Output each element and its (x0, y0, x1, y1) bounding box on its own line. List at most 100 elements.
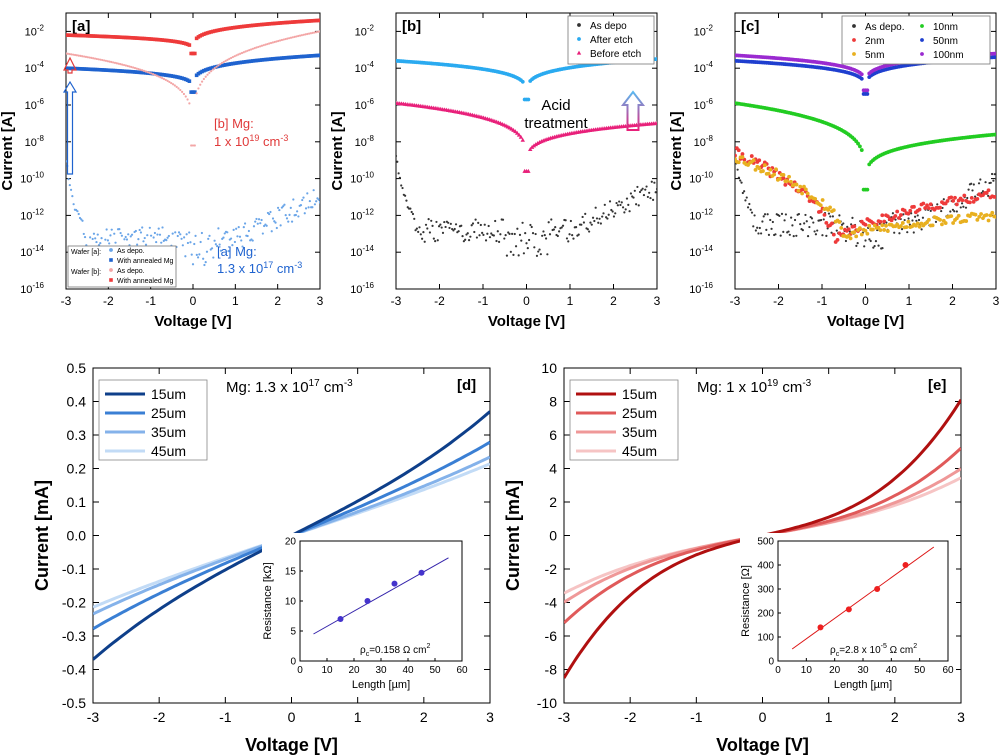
point (508, 232, 511, 235)
point (736, 148, 741, 153)
point (903, 218, 906, 222)
point (211, 65, 215, 70)
point (642, 193, 646, 197)
legend-label: 25um (622, 405, 657, 421)
y-tick-label: 10 (541, 360, 557, 376)
point (614, 212, 617, 215)
point (920, 228, 923, 231)
point (251, 59, 255, 63)
point (951, 208, 955, 211)
point (215, 65, 218, 68)
point (953, 210, 956, 213)
point (831, 208, 836, 213)
legend-box (567, 15, 655, 65)
point (741, 191, 744, 195)
point (203, 68, 208, 72)
point (628, 210, 631, 213)
point (212, 29, 217, 33)
x-tick-label: -1 (690, 709, 703, 725)
point (136, 243, 139, 246)
point (265, 22, 270, 26)
point (283, 203, 286, 206)
point (964, 206, 968, 209)
point (88, 56, 91, 59)
point (310, 53, 315, 58)
point (806, 235, 810, 238)
y-tick-label: 10-12 (350, 207, 374, 222)
point (257, 45, 260, 49)
point (91, 34, 96, 38)
point (69, 188, 73, 191)
point (400, 184, 403, 187)
point (116, 35, 121, 39)
x-tick-label: 1 (567, 294, 574, 308)
x-tick-label: 2 (949, 294, 956, 308)
point (302, 196, 305, 199)
point (223, 27, 228, 31)
point (185, 42, 190, 47)
legend-label: 10nm (933, 22, 958, 33)
y-axis-label: Current [A] (0, 111, 16, 190)
point (155, 240, 158, 244)
point (598, 217, 601, 220)
point (821, 234, 824, 237)
point (885, 229, 890, 233)
point (623, 211, 626, 214)
point (142, 240, 145, 243)
x-axis-label: Voltage [V] (245, 735, 338, 755)
point (406, 206, 409, 209)
point (226, 231, 229, 234)
point (993, 173, 996, 176)
inset-point (902, 562, 909, 568)
point (421, 237, 424, 240)
point (113, 35, 117, 39)
point (98, 34, 103, 39)
point (314, 18, 319, 23)
point (224, 59, 227, 62)
x-tick-label: -3 (391, 294, 402, 308)
point (232, 25, 237, 30)
point (147, 37, 152, 41)
point (283, 20, 288, 25)
legend-label: 2nm (865, 36, 884, 47)
y-tick-label: 10-14 (689, 244, 713, 259)
point (173, 39, 177, 44)
point (824, 220, 829, 225)
point (743, 190, 746, 193)
point (187, 79, 192, 83)
point (762, 163, 767, 168)
point (191, 90, 195, 94)
point (267, 57, 271, 62)
point (882, 228, 887, 232)
point (104, 68, 108, 72)
point (277, 39, 280, 43)
point (432, 237, 435, 240)
point (232, 228, 235, 231)
point (246, 49, 249, 52)
point (300, 54, 304, 59)
point (176, 234, 179, 238)
y-tick-label: 10-2 (694, 23, 714, 38)
point (774, 167, 778, 172)
point (434, 240, 437, 243)
y-tick-label: 8 (549, 394, 557, 410)
point (842, 222, 845, 225)
point (471, 222, 475, 225)
point (610, 208, 613, 212)
point (237, 225, 240, 229)
point (244, 50, 247, 53)
point (249, 59, 253, 63)
point (252, 58, 257, 63)
point (312, 18, 317, 23)
data-points (66, 18, 320, 267)
legend-label: Before etch (590, 49, 641, 60)
y-tick-label: 10-4 (694, 60, 714, 75)
point (460, 224, 463, 227)
point (286, 37, 289, 40)
point (80, 33, 85, 38)
point (448, 226, 451, 230)
point (124, 64, 127, 67)
point (473, 230, 476, 234)
point (104, 34, 108, 39)
point (917, 224, 922, 229)
